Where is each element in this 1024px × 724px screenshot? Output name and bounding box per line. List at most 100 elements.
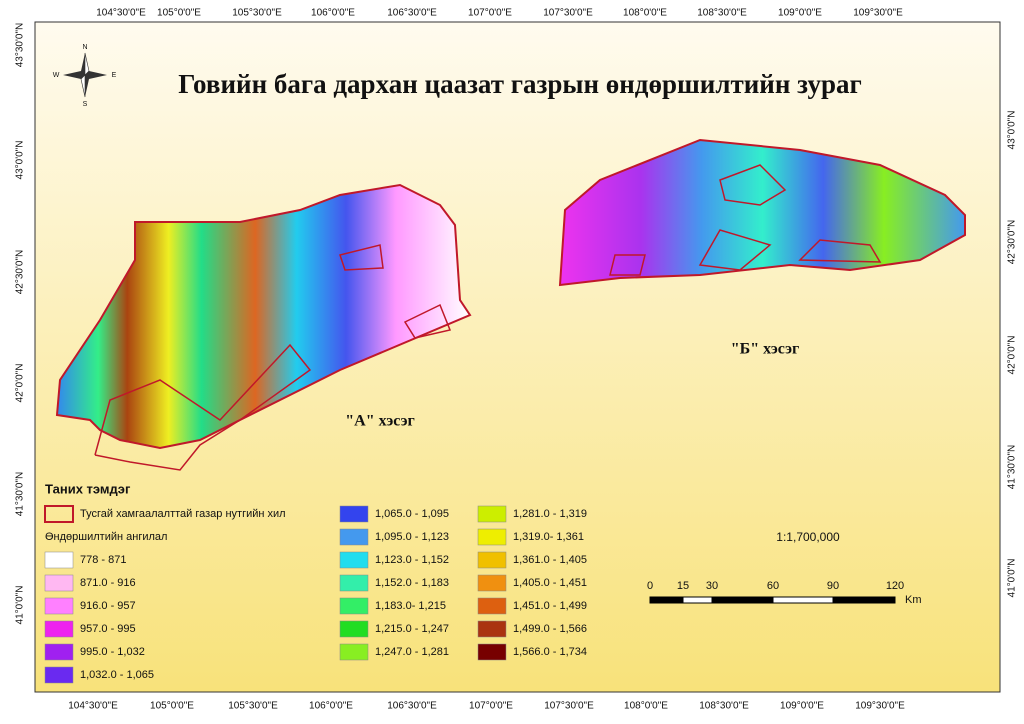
legend-swatch [477, 505, 507, 523]
scale-ratio: 1:1,700,000 [776, 530, 840, 544]
legend-label: 995.0 - 1,032 [80, 646, 145, 658]
scale-segment [772, 596, 834, 604]
legend-title: Таних тэмдэг [45, 481, 131, 496]
scale-label: 60 [767, 580, 779, 592]
graticule-label: 104°30'0"E [68, 701, 118, 712]
map-title: Говийн бага дархан цаазат газрын өндөрши… [178, 69, 861, 99]
graticule-label: 43°30'0"N [15, 23, 26, 68]
scale-label: 90 [827, 580, 839, 592]
graticule-label: 42°0'0"N [1007, 336, 1018, 375]
graticule-label: 42°30'0"N [1007, 220, 1018, 265]
legend-swatch [477, 643, 507, 661]
graticule-label: 107°30'0"E [544, 701, 594, 712]
scale-label: 30 [706, 580, 718, 592]
scale-label: 0 [647, 580, 653, 592]
legend-swatch [44, 551, 74, 569]
graticule-label: 106°30'0"E [387, 701, 437, 712]
legend-label: 1,566.0 - 1,734 [513, 646, 587, 658]
graticule-label: 104°30'0"E [96, 8, 146, 19]
graticule-label: 105°0'0"E [150, 701, 194, 712]
legend-swatch [477, 597, 507, 615]
graticule-label: 109°30'0"E [853, 8, 903, 19]
legend-label: 1,152.0 - 1,183 [375, 577, 449, 589]
legend-label: 1,183.0- 1,215 [375, 600, 446, 612]
area-a [55, 183, 472, 450]
scale-segment [649, 596, 684, 604]
boundary [94, 343, 312, 471]
legend-label: 1,281.0 - 1,319 [513, 508, 587, 520]
legend-swatch [44, 666, 74, 684]
legend-swatch [339, 528, 369, 546]
boundary [403, 303, 452, 339]
graticule-label: 108°0'0"E [624, 701, 668, 712]
legend-swatch [477, 574, 507, 592]
legend-label: 1,319.0- 1,361 [513, 531, 584, 543]
graticule-label: 109°30'0"E [855, 701, 905, 712]
boundary [339, 244, 384, 271]
boundary [798, 239, 882, 263]
scale-segment [682, 596, 713, 604]
graticule-label: 42°30'0"N [15, 250, 26, 295]
legend-label: Тусгай хамгаалалттай газар нутгийн хил [80, 508, 286, 520]
legend-label: 1,247.0 - 1,281 [375, 646, 449, 658]
legend-swatch [44, 574, 74, 592]
compass-rose [80, 52, 90, 98]
scale-segment [832, 596, 896, 604]
graticule-label: 107°0'0"E [469, 701, 513, 712]
graticule-label: 108°0'0"E [623, 8, 667, 19]
compass-label: N [82, 44, 87, 51]
graticule-label: 43°0'0"N [1007, 111, 1018, 150]
compass: N S E W [53, 44, 117, 108]
area-b [558, 138, 966, 287]
legend-label: 778 - 871 [80, 554, 126, 566]
boundary [609, 254, 646, 276]
scale-label: 120 [886, 580, 904, 592]
legend-swatch [339, 597, 369, 615]
scale-segment [711, 596, 774, 604]
legend-swatch [477, 551, 507, 569]
graticule-label: 109°0'0"E [778, 8, 822, 19]
legend-swatch [339, 505, 369, 523]
graticule-label: 108°30'0"E [699, 701, 749, 712]
legend-label: 1,095.0 - 1,123 [375, 531, 449, 543]
graticule-label: 41°0'0"N [1007, 559, 1018, 598]
legend-label: 1,451.0 - 1,499 [513, 600, 587, 612]
area-label: "А" хэсэг [345, 413, 415, 430]
graticule-label: 109°0'0"E [780, 701, 824, 712]
area-label: "Б" хэсэг [731, 341, 800, 358]
legend-label: 916.0 - 957 [80, 600, 136, 612]
legend-label: 1,361.0 - 1,405 [513, 554, 587, 566]
graticule-label: 41°30'0"N [1007, 445, 1018, 490]
graticule-label: 42°0'0"N [15, 364, 26, 403]
compass-label: W [53, 72, 60, 79]
legend-swatch [477, 620, 507, 638]
graticule-label: 43°0'0"N [15, 141, 26, 180]
boundary [719, 164, 787, 206]
legend-swatch [339, 551, 369, 569]
legend-label: 1,499.0 - 1,566 [513, 623, 587, 635]
graticule-label: 105°30'0"E [232, 8, 282, 19]
legend-label: 1,065.0 - 1,095 [375, 508, 449, 520]
legend-swatch [44, 597, 74, 615]
graticule-label: 106°30'0"E [387, 8, 437, 19]
legend-swatch [339, 643, 369, 661]
graticule-label: 106°0'0"E [309, 701, 353, 712]
graticule-label: 108°30'0"E [697, 8, 747, 19]
boundary [698, 229, 772, 271]
legend-label: 1,123.0 - 1,152 [375, 554, 449, 566]
graticule-label: 105°0'0"E [157, 8, 201, 19]
legend-swatch [477, 528, 507, 546]
legend-label: 1,215.0 - 1,247 [375, 623, 449, 635]
legend-swatch [44, 643, 74, 661]
legend-label: 1,405.0 - 1,451 [513, 577, 587, 589]
legend-label: Өндөршилтийн ангилал [45, 531, 167, 543]
graticule-label: 105°30'0"E [228, 701, 278, 712]
legend-swatch [339, 620, 369, 638]
legend-swatch [44, 620, 74, 638]
graticule-label: 106°0'0"E [311, 8, 355, 19]
scale-bar: Km 0 15 30 60 90 120 [647, 580, 922, 606]
legend: Таних тэмдэг Тусгай хамгаалалттай газар … [44, 481, 587, 684]
scale-unit: Km [905, 594, 922, 606]
legend-label: 1,032.0 - 1,065 [80, 669, 154, 681]
